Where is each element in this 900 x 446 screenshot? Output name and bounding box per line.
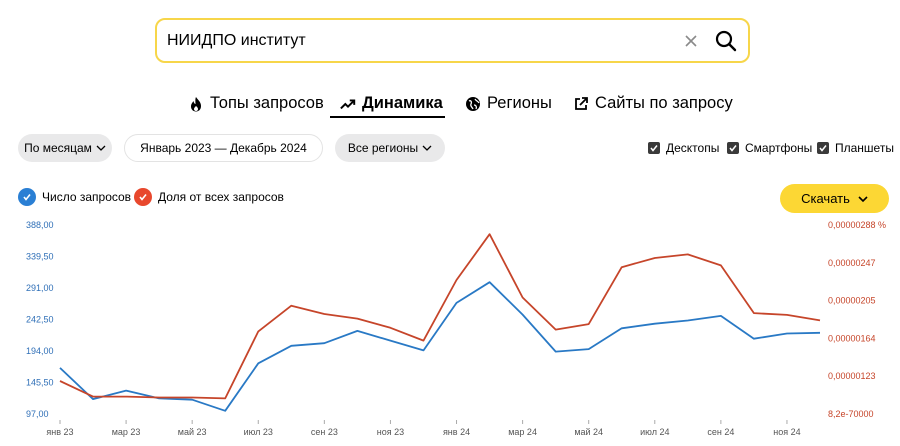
left-axis-tick: 194,00 [26, 346, 54, 356]
search-input[interactable] [157, 20, 676, 61]
right-axis-tick: 8,2e-70000 [828, 409, 874, 419]
x-axis-tick: мар 24 [508, 427, 537, 437]
legend-count-toggle[interactable]: Число запросов [18, 188, 131, 206]
checkbox-label: Десктопы [666, 141, 720, 155]
check-icon [727, 142, 739, 154]
search-icon[interactable] [706, 21, 746, 61]
right-axis-tick: 0,00000164 [828, 333, 876, 343]
checkbox-tablet[interactable]: Планшеты [817, 141, 894, 155]
download-button[interactable]: Скачать [780, 184, 889, 213]
checkbox-smartphone[interactable]: Смартфоны [727, 141, 812, 155]
x-axis-tick: янв 24 [443, 427, 470, 437]
tab-label: Топы запросов [210, 94, 324, 112]
x-axis-tick: янв 23 [46, 427, 73, 437]
date-range-label: Январь 2023 — Декабрь 2024 [140, 141, 307, 155]
chevron-down-icon [422, 145, 432, 151]
region-select[interactable]: Все регионы [335, 134, 445, 162]
checkbox-desktop[interactable]: Десктопы [648, 141, 719, 155]
x-axis-tick: июл 24 [640, 427, 669, 437]
external-link-icon [573, 96, 589, 112]
globe-icon [465, 96, 481, 112]
checkbox-label: Смартфоны [745, 141, 813, 155]
legend-share-toggle[interactable]: Доля от всех запросов [134, 188, 284, 206]
right-axis-tick: 0,00000205 [828, 296, 876, 306]
x-axis-tick: май 24 [574, 427, 603, 437]
chevron-down-icon [858, 195, 868, 202]
trend-icon [340, 96, 356, 112]
x-axis-tick: июл 23 [244, 427, 273, 437]
period-select[interactable]: По месяцам [18, 134, 112, 162]
check-icon [817, 142, 829, 154]
left-axis-tick: 291,00 [26, 283, 54, 293]
legend-label: Число запросов [42, 190, 132, 204]
tab-dynamics[interactable]: Динамика [340, 94, 443, 113]
tab-top-queries[interactable]: Топы запросов [188, 94, 324, 113]
x-axis-tick: май 23 [178, 427, 207, 437]
tab-label: Динамика [362, 94, 443, 112]
right-axis-tick: 0,00000123 [828, 371, 876, 381]
tab-label: Сайты по запросу [595, 94, 733, 112]
series-line-share [59, 233, 821, 400]
check-icon [648, 142, 660, 154]
left-axis-tick: 145,50 [26, 378, 54, 388]
x-axis-tick: сен 24 [707, 427, 734, 437]
download-label: Скачать [801, 191, 850, 206]
tab-bar: Топы запросов Динамика Регионы Сайты по … [0, 94, 900, 120]
left-axis-tick: 242,50 [26, 315, 54, 325]
left-axis-tick: 388,00 [26, 220, 54, 230]
series-line-count [59, 281, 821, 412]
tab-label: Регионы [487, 94, 552, 112]
tab-sites[interactable]: Сайты по запросу [573, 94, 733, 113]
right-axis-tick: 0,00000247 [828, 258, 876, 268]
check-icon [134, 188, 152, 206]
region-label: Все регионы [347, 141, 419, 155]
tab-regions[interactable]: Регионы [465, 94, 552, 113]
flame-icon [188, 96, 204, 112]
x-axis-tick: ноя 24 [773, 427, 800, 437]
check-icon [18, 188, 36, 206]
date-range-picker[interactable]: Январь 2023 — Декабрь 2024 [124, 134, 323, 162]
left-axis-tick: 97,00 [26, 409, 49, 419]
x-axis-tick: сен 23 [311, 427, 338, 437]
checkbox-label: Планшеты [835, 141, 894, 155]
period-label: По месяцам [24, 141, 92, 155]
search-box[interactable] [155, 18, 750, 63]
right-axis-tick: 0,00000288 % [828, 220, 886, 230]
legend-label: Доля от всех запросов [158, 190, 284, 204]
chevron-down-icon [96, 145, 106, 151]
x-axis-tick: ноя 23 [377, 427, 404, 437]
clear-icon[interactable] [676, 26, 706, 56]
active-tab-underline [330, 116, 445, 118]
left-axis-tick: 339,50 [26, 252, 54, 262]
x-axis-tick: мар 23 [112, 427, 141, 437]
dynamics-chart: 388,00 339,50 291,00 242,50 194,00 145,50 97,0… [26, 220, 886, 437]
